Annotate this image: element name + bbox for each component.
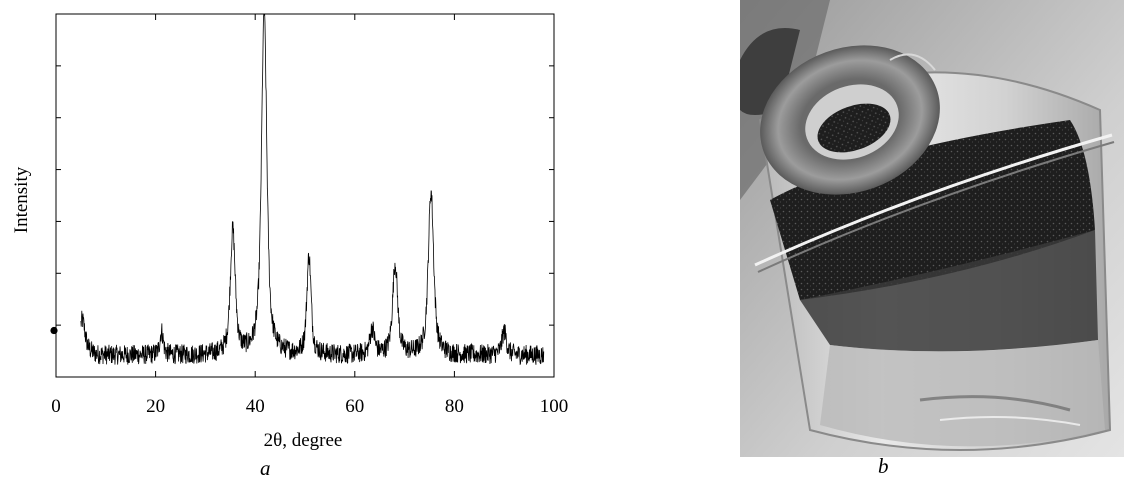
y-axis-marker — [50, 326, 58, 335]
xrd-chart: 0 20 40 60 80 100 2θ, degree Intensity — [11, 13, 568, 451]
x-tick-label-100: 100 — [540, 396, 569, 417]
photo-panel — [740, 0, 1124, 457]
x-tick-label-60: 60 — [345, 396, 364, 417]
y-axis-label: Intensity — [11, 166, 32, 233]
caption-a: a — [260, 456, 271, 480]
series-line — [80, 13, 545, 366]
x-tick-label-20: 20 — [146, 396, 165, 417]
x-axis-label: 2θ, degree — [264, 430, 343, 451]
axis-ticks — [55, 14, 555, 377]
photo-glass-magnet — [740, 0, 1124, 457]
plot-frame — [55, 13, 555, 378]
x-tick-label-40: 40 — [246, 396, 265, 417]
x-tick-label-80: 80 — [445, 396, 464, 417]
caption-b: b — [878, 454, 889, 478]
x-tick-label-0: 0 — [51, 396, 61, 417]
x-tick-labels: 0 20 40 60 80 100 — [51, 396, 568, 417]
